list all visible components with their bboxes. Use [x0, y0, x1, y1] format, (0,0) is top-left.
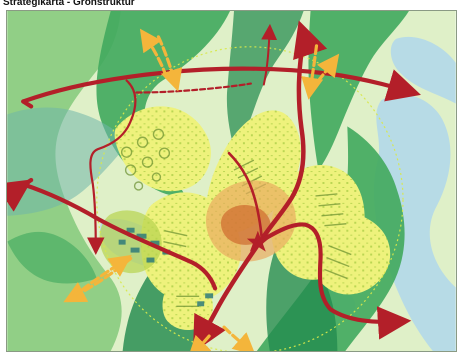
main-routes [7, 20, 421, 351]
strategy-map [6, 10, 457, 352]
green-connection-arrows [63, 28, 340, 351]
page-title: Strategikarta - Grönstruktur [3, 0, 135, 8]
map-canvas [7, 11, 456, 351]
influence-circle [96, 46, 404, 351]
urban-details [120, 128, 352, 307]
